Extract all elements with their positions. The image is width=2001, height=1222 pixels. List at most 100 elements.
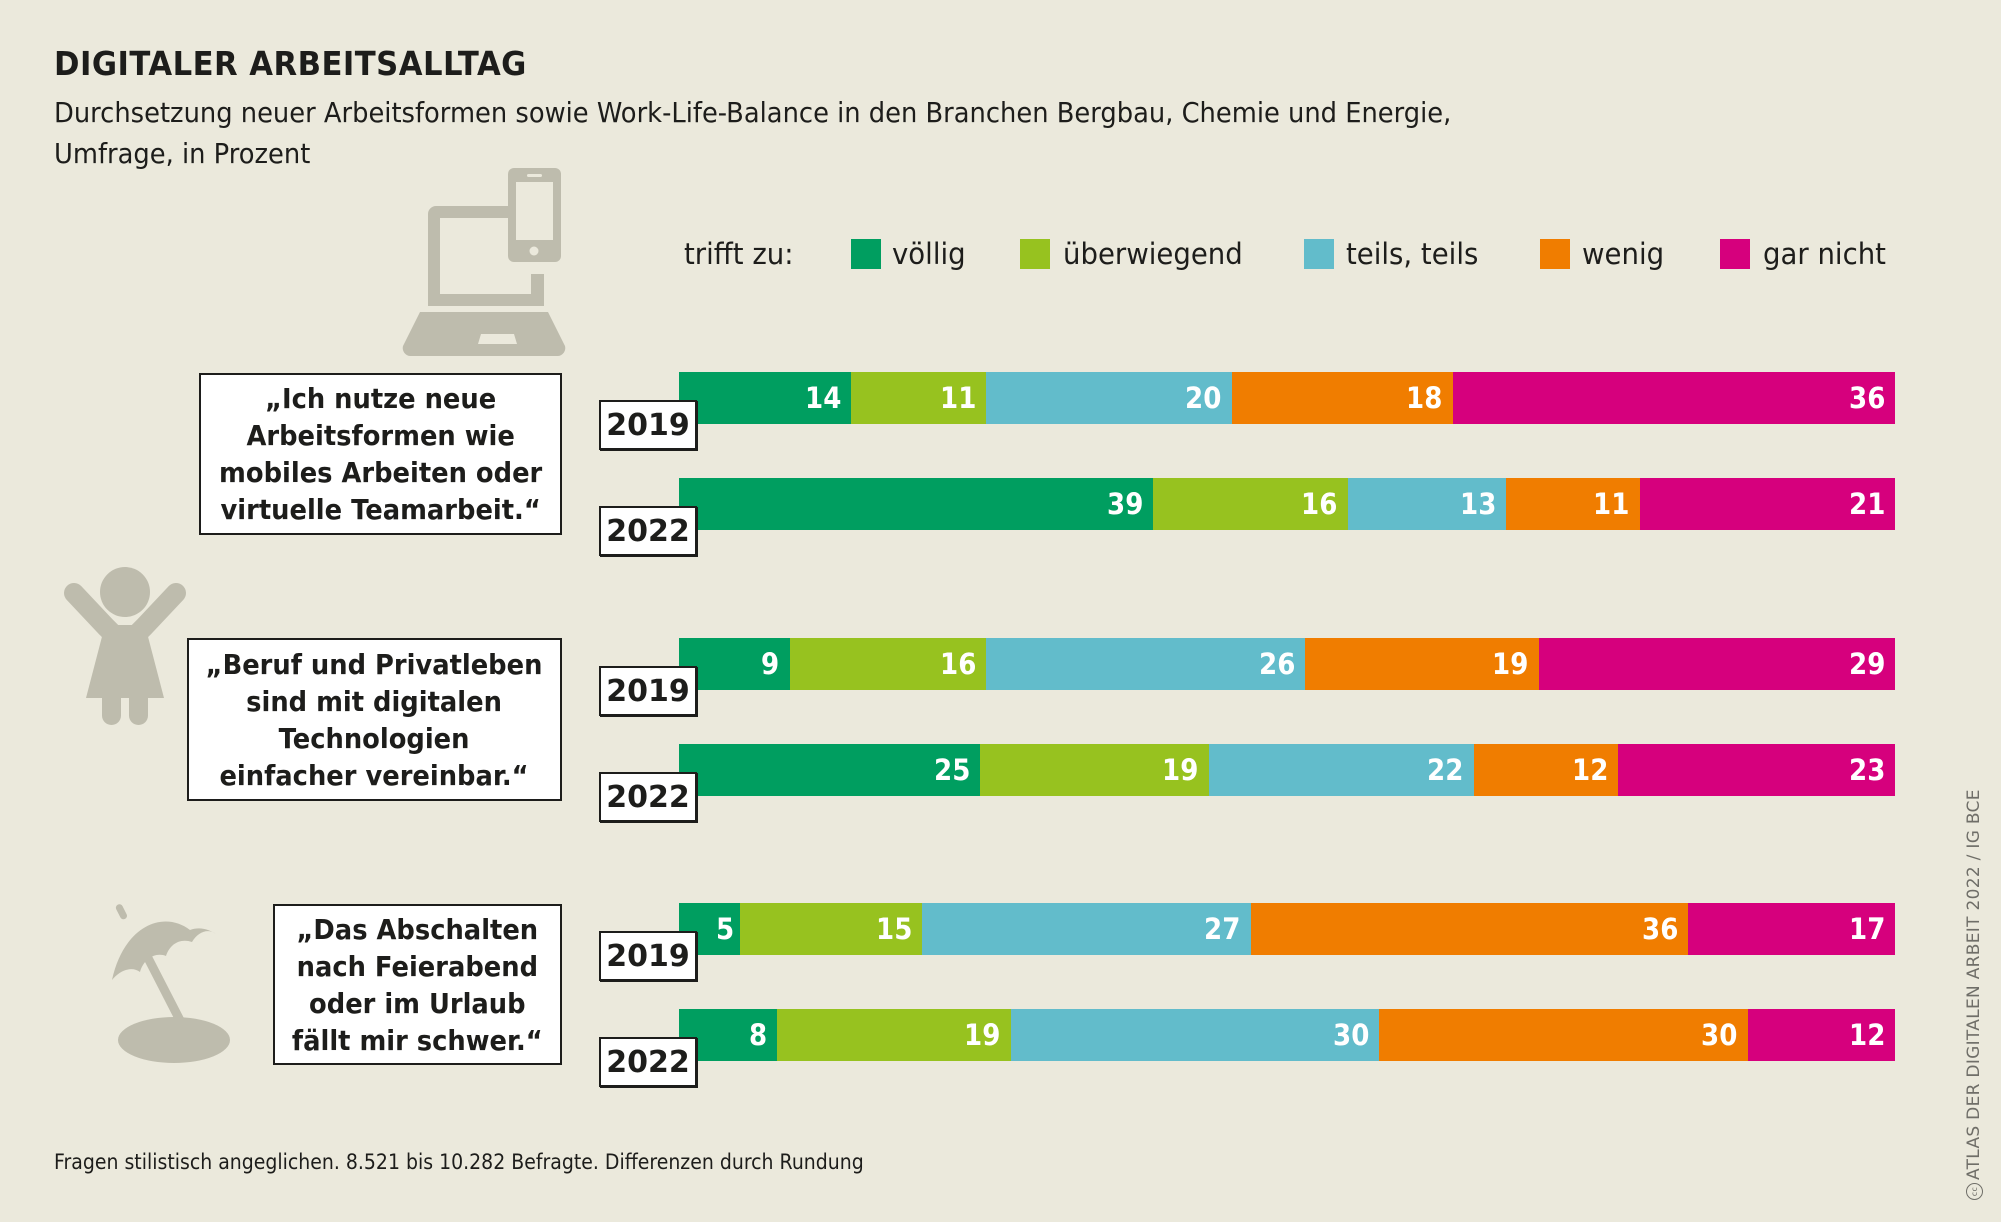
bar-value-label: 39 — [1106, 487, 1144, 521]
bar-group1-2022: 39 16 13 11 21 — [679, 478, 1895, 530]
year-label-group1-2019: 2019 — [599, 400, 697, 450]
footnote: Fragen stilistisch angeglichen. 8.521 bi… — [54, 1150, 864, 1174]
bar-segment-wenig: 18 — [1231, 372, 1453, 424]
bar-segment-ueberwiegend: 16 — [1153, 478, 1348, 530]
bar-segment-teils-teils: 13 — [1347, 478, 1506, 530]
bar-value-label: 13 — [1459, 487, 1496, 521]
bar-value-label: 9 — [761, 647, 780, 681]
bar-value-label: 16 — [1301, 487, 1338, 521]
year-label-group2-2022: 2022 — [599, 772, 697, 822]
bar-value-label: 12 — [1571, 753, 1609, 787]
legend-title: trifft zu: — [684, 237, 794, 271]
bar-group3-2019: 5 15 27 36 17 — [679, 903, 1895, 955]
bar-value-label: 30 — [1332, 1018, 1370, 1052]
bar-segment-ueberwiegend: 19 — [979, 744, 1209, 796]
legend-swatch-teils — [1304, 239, 1334, 269]
bar-value-label: 11 — [939, 381, 977, 415]
bar-segment-voellig: 39 — [679, 478, 1154, 530]
bar-segment-wenig: 12 — [1473, 744, 1619, 796]
subtitle-line-2: Umfrage, in Prozent — [54, 137, 311, 170]
bar-value-label: 14 — [804, 381, 841, 415]
bar-value-label: 29 — [1848, 647, 1885, 681]
statement-line: einfacher vereinbar.“ — [219, 758, 530, 792]
year-label-group2-2019: 2019 — [599, 666, 697, 716]
bar-segment-teils-teils: 22 — [1208, 744, 1474, 796]
bar-value-label: 17 — [1848, 912, 1885, 946]
legend-swatch-gar-nicht — [1720, 239, 1750, 269]
bar-value-label: 12 — [1848, 1018, 1885, 1052]
statement-box-work-life: „Beruf und Privatleben sind mit digitale… — [187, 638, 562, 801]
bar-segment-gar-nicht: 12 — [1747, 1009, 1895, 1061]
bar-segment-voellig: 9 — [679, 638, 790, 690]
statement-line: „Das Abschalten — [296, 912, 539, 946]
bar-segment-wenig: 19 — [1305, 638, 1539, 690]
bar-value-label: 18 — [1406, 381, 1443, 415]
statement-line: sind mit digitalen — [246, 684, 503, 718]
statement-line: mobiles Arbeiten oder — [218, 456, 543, 489]
credit: cc ATLAS DER DIGITALEN ARBEIT 2022 / IG B… — [1962, 789, 1986, 1200]
legend-label-teils: teils, teils — [1346, 237, 1479, 271]
bar-value-label: 36 — [1641, 912, 1679, 946]
year-label-group3-2019: 2019 — [599, 931, 697, 981]
statement-box-new-work-forms: „Ich nutze neue Arbeitsformen wie mobile… — [199, 373, 562, 535]
bar-segment-ueberwiegend: 16 — [789, 638, 987, 690]
bar-segment-teils-teils: 27 — [922, 903, 1251, 955]
statement-line: oder im Urlaub — [309, 986, 526, 1020]
bar-segment-ueberwiegend: 19 — [777, 1009, 1011, 1061]
subtitle-line-1: Durchsetzung neuer Arbeitsformen sowie W… — [54, 96, 1452, 129]
laptop-phone-icon — [402, 168, 566, 356]
bar-segment-teils-teils: 30 — [1010, 1009, 1380, 1061]
child-icon — [64, 567, 186, 725]
legend-swatch-voellig — [851, 239, 881, 269]
bar-group1-2019: 14 11 20 18 36 — [679, 372, 1895, 424]
bar-value-label: 19 — [964, 1018, 1001, 1052]
bar-segment-voellig: 25 — [679, 744, 980, 796]
statement-line: Technologien — [279, 721, 470, 755]
bar-segment-teils-teils: 20 — [986, 372, 1232, 424]
legend-label-voellig: völlig — [892, 237, 966, 271]
legend-label-wenig: wenig — [1582, 237, 1665, 271]
bar-segment-gar-nicht: 17 — [1688, 903, 1895, 955]
beach-umbrella-icon — [112, 904, 230, 1063]
legend-label-ueberwiegend: überwiegend — [1063, 237, 1243, 271]
legend-swatch-wenig — [1540, 239, 1570, 269]
bar-value-label: 23 — [1848, 753, 1885, 787]
bar-group3-2022: 8 19 30 30 12 — [679, 1009, 1895, 1061]
statement-line: Arbeitsformen wie — [246, 419, 515, 452]
statement-line: „Beruf und Privatleben — [206, 647, 543, 681]
bar-group2-2022: 25 19 22 12 23 — [679, 744, 1895, 796]
bar-segment-gar-nicht: 21 — [1639, 478, 1895, 530]
legend-label-gar-nicht: gar nicht — [1763, 237, 1886, 271]
statement-box-switching-off: „Das Abschalten nach Feierabend oder im … — [273, 904, 562, 1065]
bar-segment-voellig: 14 — [679, 372, 851, 424]
bar-value-label: 36 — [1848, 381, 1885, 415]
bar-value-label: 5 — [715, 912, 734, 946]
year-label-group1-2022: 2022 — [599, 506, 697, 556]
credit-text: ATLAS DER DIGITALEN ARBEIT 2022 / IG BCE — [1964, 789, 1984, 1180]
statement-line: fällt mir schwer.“ — [292, 1023, 543, 1057]
year-label-group3-2022: 2022 — [599, 1037, 697, 1087]
bar-segment-ueberwiegend: 11 — [850, 372, 987, 424]
statement-line: „Ich nutze neue — [264, 382, 497, 415]
bar-value-label: 25 — [933, 753, 970, 787]
bar-value-label: 20 — [1185, 381, 1222, 415]
bar-value-label: 26 — [1259, 647, 1296, 681]
bar-segment-gar-nicht: 29 — [1538, 638, 1895, 690]
bar-value-label: 19 — [1492, 647, 1529, 681]
bar-segment-gar-nicht: 36 — [1452, 372, 1895, 424]
chart-title: DIGITALER ARBEITSALLTAG — [54, 44, 527, 83]
statement-line: virtuelle Teamarbeit.“ — [220, 493, 541, 526]
bar-value-label: 8 — [749, 1018, 768, 1052]
bar-segment-wenig: 36 — [1250, 903, 1689, 955]
bar-segment-wenig: 11 — [1505, 478, 1640, 530]
bar-value-label: 16 — [939, 647, 977, 681]
chart-subtitle: Durchsetzung neuer Arbeitsformen sowie W… — [54, 92, 1710, 174]
bar-segment-gar-nicht: 23 — [1618, 744, 1895, 796]
bar-segment-ueberwiegend: 15 — [739, 903, 923, 955]
bar-group2-2019: 9 16 26 19 29 — [679, 638, 1895, 690]
bar-value-label: 27 — [1204, 912, 1241, 946]
bar-value-label: 11 — [1593, 487, 1630, 521]
legend-swatch-ueberwiegend — [1020, 239, 1050, 269]
bar-value-label: 21 — [1848, 487, 1885, 521]
bar-value-label: 15 — [875, 912, 913, 946]
